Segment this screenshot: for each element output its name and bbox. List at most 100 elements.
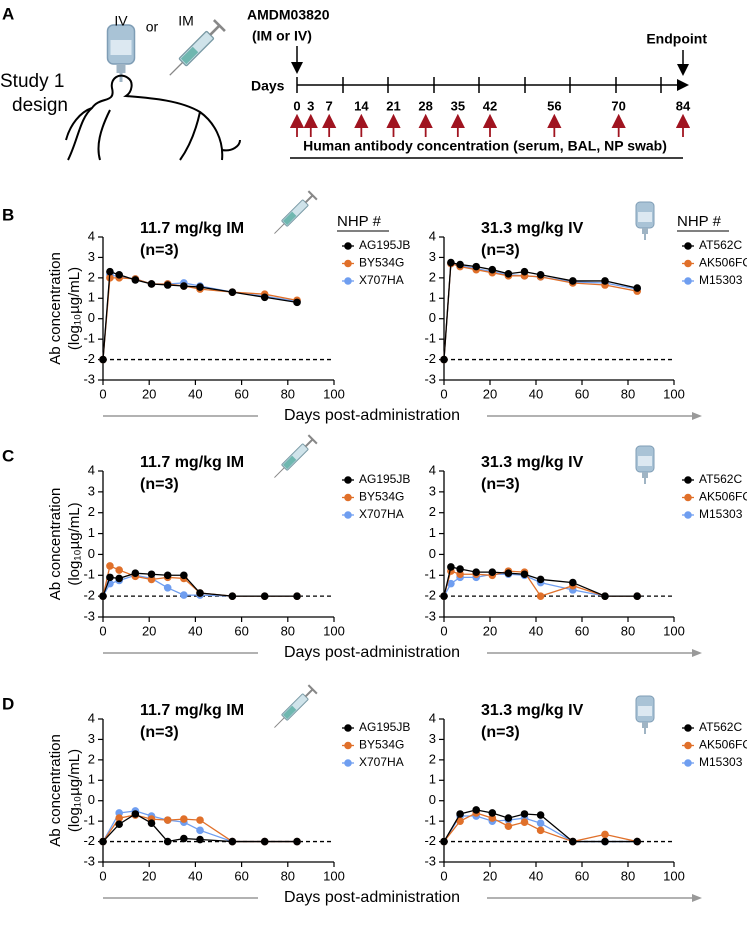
chart-subtitle: (n=3) [140,724,179,741]
data-point [520,267,529,276]
syringe-icon [163,18,227,82]
y-tick-label: -3 [83,853,95,868]
data-point [456,810,464,818]
legend-label: AK506FC [699,738,747,752]
legend-label: BY534G [359,738,404,752]
data-point [196,589,204,597]
route-label: or [146,19,159,35]
data-point [260,293,269,302]
y-tick-label: -1 [424,567,436,582]
x-tick-label: 0 [440,868,447,883]
y-tick-label: 1 [88,290,95,305]
y-tick-label: 3 [88,483,95,498]
data-point [228,288,237,296]
panel-label: D [2,694,14,713]
legend-swatch [684,493,692,502]
y-tick-label: 1 [88,772,95,787]
chart-subtitle: (n=3) [140,242,179,259]
legend-swatch [684,511,692,519]
data-point [472,568,481,576]
data-point [293,592,301,600]
data-point [99,837,107,846]
drug-route: (IM or IV) [252,28,312,44]
y-axis-title: Ab concentration [47,734,64,847]
x-tick-label: 80 [281,623,295,638]
vial-icon [635,201,655,241]
x-tick-label: 60 [575,868,589,883]
vial-icon [635,695,655,735]
data-point [180,834,188,843]
data-point [536,826,545,835]
chart-title: 31.3 mg/kg IV [481,220,584,237]
data-point [106,573,114,582]
data-point [196,835,204,844]
x-tick-label: 20 [483,623,497,638]
data-point [440,592,448,600]
data-point [115,270,123,279]
day-label: 28 [418,98,432,113]
x-tick-label: 40 [529,386,543,401]
y-axis-title: (log₁₀µg/mL) [66,749,83,832]
x-tick-label: 20 [142,623,156,638]
data-point [115,566,123,574]
data-point [260,592,269,600]
legend-swatch [684,741,692,750]
x-tick-label: 40 [529,623,543,638]
x-tick-label: 20 [483,868,497,883]
data-point [131,569,140,577]
day-label: 56 [547,98,561,113]
data-point [163,281,172,289]
legend-label: BY534G [359,490,404,504]
study-title: Study 1 [0,71,64,92]
legend-label: M15303 [699,755,743,769]
vial-icon [635,445,655,485]
y-tick-label: 3 [429,483,436,498]
data-point [536,575,545,584]
data-point [456,570,464,579]
chart-subtitle: (n=3) [481,476,520,493]
data-point [569,578,577,587]
data-point [106,267,114,276]
data-point [180,571,188,580]
data-point [196,816,204,824]
y-tick-label: 2 [429,504,436,519]
data-point [536,270,545,279]
legend-label: M15303 [699,273,743,287]
x-tick-label: 0 [440,623,447,638]
data-point [520,810,529,818]
legend-label: AT562C [699,720,742,734]
data-point [536,819,545,827]
legend-swatch [684,476,692,484]
legend-swatch [684,259,692,268]
day-label: 42 [483,98,497,113]
data-point [447,579,455,588]
legend-swatch [684,242,692,250]
y-tick-label: -2 [424,351,436,366]
y-tick-label: -1 [424,813,436,828]
day-label: 7 [326,98,333,113]
x-tick-label: 80 [621,386,635,401]
data-point [504,814,513,822]
data-point [131,276,140,284]
y-tick-label: -1 [83,813,95,828]
x-tick-label: 60 [234,623,248,638]
y-tick-label: 4 [88,228,95,243]
y-tick-label: 0 [429,792,436,807]
x-tick-label: 40 [529,868,543,883]
y-tick-label: 4 [429,228,436,243]
legend-label: X707HA [359,507,404,521]
x-axis-title: Days post-administration [284,644,460,661]
data-point [260,837,269,846]
x-tick-label: 60 [234,868,248,883]
y-tick-label: -2 [83,833,95,848]
y-tick-label: -3 [83,608,95,623]
y-tick-label: -1 [424,331,436,346]
data-point [131,810,140,818]
panel-label: B [2,205,14,224]
y-tick-label: -2 [424,833,436,848]
y-tick-label: 4 [88,710,95,725]
chart-subtitle: (n=3) [481,724,520,741]
data-point [504,569,513,577]
panel-label: A [2,4,14,23]
